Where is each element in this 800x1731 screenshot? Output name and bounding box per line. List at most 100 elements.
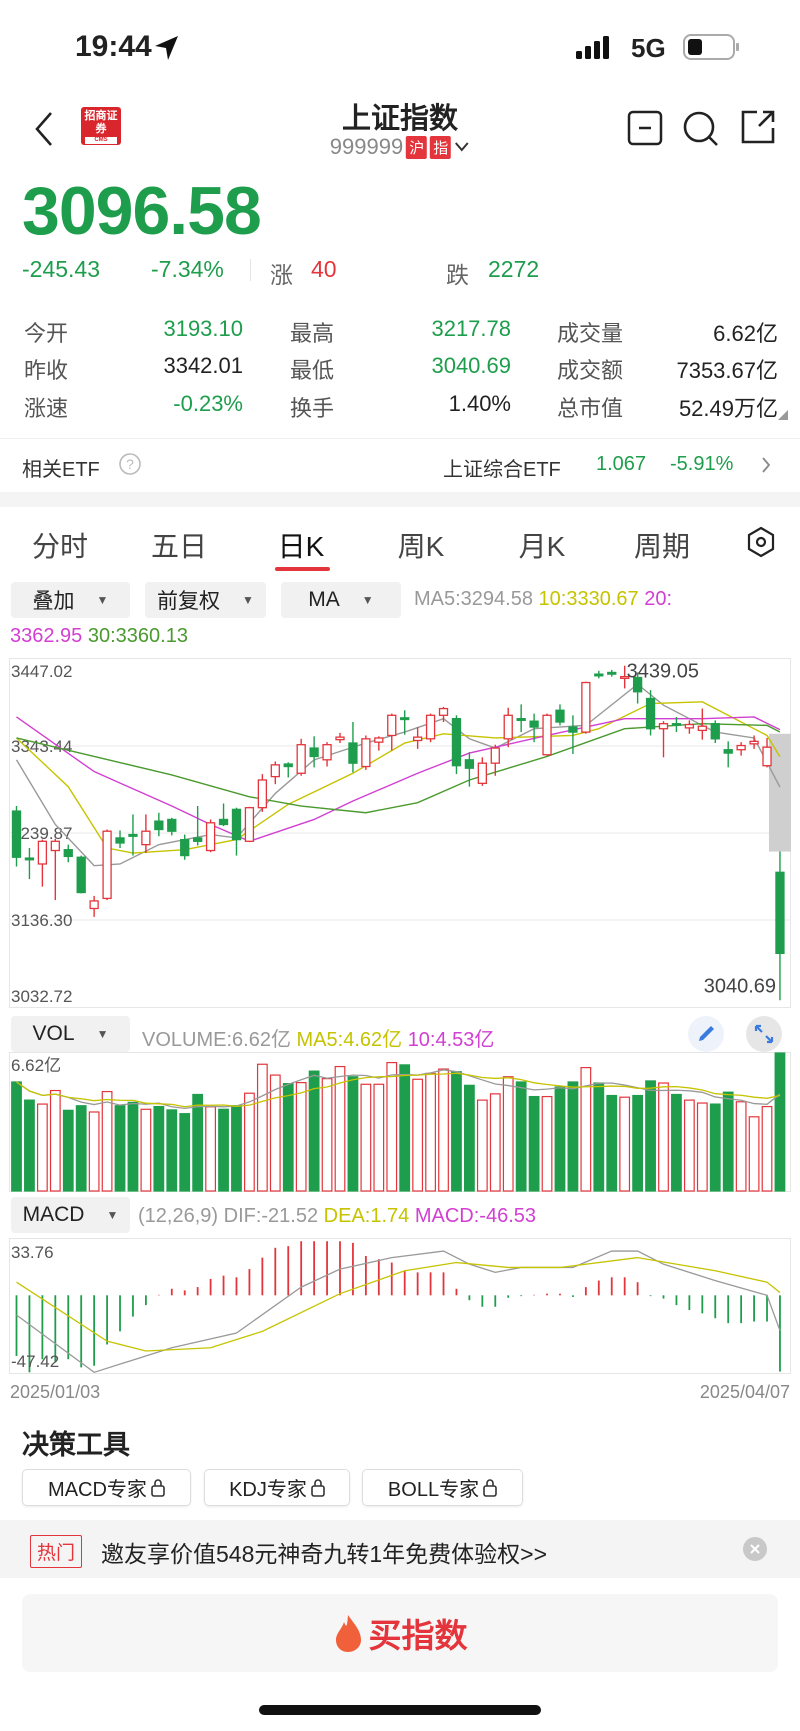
tab-5[interactable]: 周期: [633, 531, 691, 562]
buy-index-button[interactable]: 买指数: [22, 1594, 778, 1672]
candle-body: [684, 723, 695, 729]
candle-body: [205, 822, 216, 852]
adjust-dropdown[interactable]: 前复权 ▼: [145, 582, 266, 618]
volume-bar: [671, 1093, 682, 1192]
vol-dropdown[interactable]: VOL ▼: [11, 1016, 130, 1052]
back-chevron-icon[interactable]: [32, 110, 56, 148]
candle-body: [335, 736, 345, 741]
candle-body: [477, 762, 487, 784]
lock-icon: [311, 1478, 325, 1497]
market-tag: 沪: [406, 135, 428, 159]
home-indicator[interactable]: [259, 1705, 541, 1715]
search-icon[interactable]: [682, 110, 720, 148]
hot-tag: 热门: [30, 1535, 83, 1568]
volume-bar: [489, 1093, 501, 1192]
y-tick-label: 3447.02: [11, 662, 72, 681]
volume-ma10-line: [16, 1072, 781, 1108]
y-tick-label: 3032.72: [11, 987, 72, 1006]
overlay-dropdown[interactable]: 叠加 ▼: [11, 582, 130, 618]
minimize-icon[interactable]: [627, 110, 663, 146]
boll-expert-button[interactable]: BOLL专家: [362, 1469, 523, 1506]
volume-bar: [295, 1082, 307, 1192]
gap-highlight: [768, 733, 791, 852]
code-row[interactable]: 999999 沪 指: [330, 134, 470, 160]
stat-label: 成交量: [557, 321, 624, 346]
x-label-start: 2025/01/03: [10, 1382, 101, 1402]
help-icon[interactable]: ?: [118, 452, 142, 476]
candle-body: [374, 737, 384, 743]
candle-body: [400, 717, 410, 721]
ad-banner[interactable]: [0, 1520, 800, 1578]
volume-bar: [373, 1083, 385, 1192]
candle-body: [412, 736, 423, 742]
tools-title: 决策工具: [22, 1430, 130, 1460]
current-price: 3096.58: [22, 173, 262, 249]
stat-value: 1.40%: [448, 391, 511, 416]
candle-body: [89, 900, 99, 910]
close-icon[interactable]: [743, 1537, 767, 1561]
ad-text[interactable]: 邀友享价值548元神奇九转1年免费体验权>>: [101, 1541, 548, 1567]
divider: [0, 438, 800, 439]
chevron-right-icon[interactable]: [760, 456, 772, 474]
lock-icon: [151, 1478, 165, 1497]
ma-legend-line2: 3362.95 30:3360.13: [10, 625, 188, 647]
candle-body: [11, 810, 22, 858]
stat-label: 今开: [24, 321, 69, 346]
tab-4[interactable]: 月K: [518, 531, 566, 562]
candle-body: [632, 676, 643, 693]
volume-bar: [114, 1105, 126, 1192]
candle-body: [697, 725, 707, 732]
volume-bar: [140, 1108, 152, 1192]
etf-label: 相关ETF: [22, 459, 100, 481]
volume-bar: [308, 1070, 320, 1192]
volume-bar: [632, 1094, 644, 1192]
candle-body: [555, 709, 565, 723]
volume-bar: [476, 1099, 488, 1192]
candle-body: [645, 697, 656, 730]
up-label: 涨: [270, 262, 293, 288]
candle-body: [503, 714, 513, 740]
tab-2[interactable]: 日K: [277, 531, 325, 562]
macd-dropdown[interactable]: MACD ▼: [11, 1197, 130, 1233]
location-arrow-icon: [155, 36, 178, 60]
settings-hexagon-icon[interactable]: [746, 526, 776, 558]
candle-body: [50, 840, 60, 852]
stat-label: 涨速: [24, 396, 69, 421]
tab-0[interactable]: 分时: [31, 531, 89, 562]
ma20-line: [16, 716, 781, 843]
stat-label: 总市值: [557, 396, 624, 421]
active-tab-underline: [275, 567, 330, 571]
stat-value: 3217.78: [431, 316, 511, 341]
volume-bar: [502, 1076, 514, 1192]
etf-name[interactable]: 上证综合ETF: [443, 459, 561, 481]
price-change-pct: -7.34%: [151, 256, 224, 282]
candle-body: [594, 673, 604, 677]
stat-label: 昨收: [24, 358, 69, 383]
etf-price: 1.067: [596, 453, 647, 475]
volume-bar: [269, 1074, 281, 1192]
broker-logo: 招商证券 CMS: [81, 107, 121, 145]
indicator-dropdown[interactable]: MA ▼: [281, 582, 401, 618]
candle-body: [128, 833, 138, 837]
volume-bar: [567, 1081, 579, 1192]
vol-legend: VOLUME:6.62亿 MA5:4.62亿 10:4.53亿: [142, 1029, 495, 1051]
candle-body: [180, 838, 190, 857]
pencil-icon[interactable]: [688, 1016, 724, 1052]
macd-expert-button[interactable]: MACD专家: [22, 1469, 191, 1506]
candle-body: [438, 707, 449, 716]
tab-3[interactable]: 周K: [397, 531, 445, 562]
stat-label: 换手: [290, 396, 335, 421]
fullscreen-icon[interactable]: [746, 1016, 782, 1052]
buy-label: 买指数: [368, 1617, 468, 1654]
candle-body: [542, 714, 552, 756]
macd-chart[interactable]: [9, 1238, 791, 1374]
expand-corner-icon[interactable]: [778, 410, 788, 420]
kdj-expert-button[interactable]: KDJ专家: [204, 1469, 350, 1506]
share-icon[interactable]: [739, 108, 777, 146]
stat-value: 6.62亿: [713, 321, 778, 346]
stat-label: 最高: [290, 321, 335, 346]
candle-body: [102, 830, 112, 900]
volume-bar: [360, 1083, 372, 1192]
tab-1[interactable]: 五日: [150, 531, 208, 562]
